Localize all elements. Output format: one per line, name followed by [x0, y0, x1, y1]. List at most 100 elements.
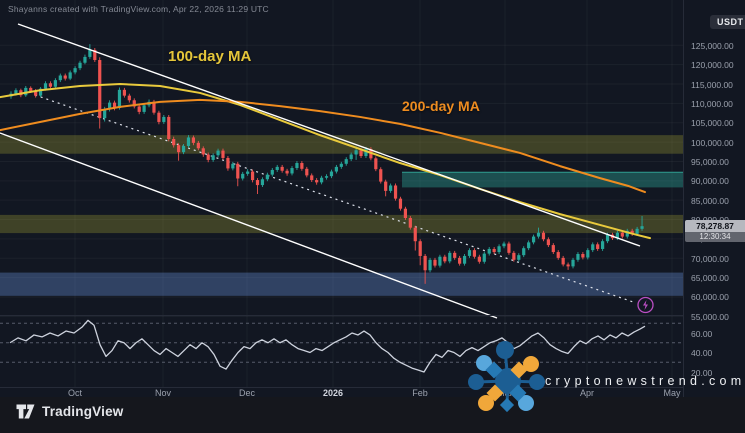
candle-body	[206, 154, 210, 160]
candle-body	[98, 60, 102, 119]
candle-body	[295, 163, 299, 169]
candle-body	[117, 89, 122, 109]
breakdown-dotted-line	[34, 94, 637, 304]
candle-body	[374, 158, 378, 170]
candle-body	[398, 198, 403, 209]
candle-body	[172, 139, 176, 146]
candle-body	[349, 154, 353, 160]
candle-body	[285, 170, 289, 174]
candle-body	[58, 75, 62, 81]
price-chart-canvas[interactable]	[0, 0, 683, 397]
candle-body	[453, 252, 457, 258]
candle-body	[275, 166, 279, 170]
candle-body	[319, 177, 324, 183]
candle-body	[596, 244, 600, 249]
candle-body	[191, 137, 196, 143]
candle-body	[546, 239, 550, 246]
candle-body	[458, 257, 462, 264]
time-axis-label: Dec	[238, 388, 256, 398]
rsi-axis-label: 60.00	[691, 328, 713, 339]
candle-body	[448, 252, 452, 262]
candle-body	[566, 264, 570, 267]
time-axis-label: 2026	[322, 388, 344, 398]
candle-body	[226, 157, 230, 169]
candle-body	[270, 169, 274, 175]
time-axis[interactable]: Oct Nov Dec 2026 Feb Mar Apr May	[0, 387, 683, 398]
channel-lower-line	[0, 132, 498, 319]
candle-body	[403, 208, 407, 218]
event-marker[interactable]	[637, 296, 654, 314]
candle-body	[497, 246, 501, 253]
rsi-axis-label: 20.00	[691, 367, 713, 378]
rsi-axis-label: 40.00	[691, 348, 713, 358]
candle-body	[181, 145, 186, 153]
candle-body	[428, 259, 432, 271]
candle-body	[88, 49, 92, 57]
candle-body	[93, 49, 97, 61]
price-axis-label: 115,000.00	[691, 79, 733, 90]
candle-body	[142, 105, 146, 112]
candle-body	[53, 80, 57, 87]
candle-body	[384, 181, 388, 191]
channel-upper-line	[17, 23, 641, 247]
candle-body	[265, 174, 269, 180]
time-axis-label: Mar	[497, 388, 513, 398]
candle-body	[201, 148, 205, 155]
candle-body	[531, 236, 536, 243]
candle-body	[423, 255, 427, 271]
candle-body	[305, 168, 309, 176]
support-zone-60k-66k	[0, 272, 683, 296]
candle-body	[467, 250, 472, 256]
candle-body	[73, 68, 77, 73]
candle-body	[162, 116, 166, 122]
candle-body	[186, 137, 191, 146]
tradingview-logo[interactable]: TradingView	[16, 404, 123, 419]
candle-body	[413, 227, 417, 242]
candle-body	[408, 217, 412, 228]
attribution-text: Shayanns created with TradingView.com, A…	[8, 4, 269, 14]
candle-body	[359, 150, 363, 157]
time-axis-label: Oct	[67, 388, 83, 398]
footer-bar: TradingView	[0, 397, 745, 433]
tradingview-brand-text: TradingView	[42, 404, 124, 419]
candle-body	[112, 102, 117, 109]
candle-body	[48, 83, 53, 87]
time-axis-label: Apr	[579, 388, 595, 398]
candle-body	[122, 89, 126, 96]
price-axis-label: 105,000.00	[691, 118, 734, 129]
candle-body	[418, 241, 422, 256]
candle-body	[556, 252, 560, 258]
price-axis[interactable]: 78,278.87 12:30:34 125,000.00 120,000.00 1…	[683, 0, 745, 397]
candle-body	[477, 256, 481, 262]
candle-body	[522, 248, 526, 256]
tradingview-logo-icon	[16, 404, 35, 419]
candle-body	[482, 253, 486, 262]
candle-body	[393, 185, 398, 199]
ma100-line	[0, 83, 651, 240]
candle-body	[561, 257, 565, 265]
candle-body	[344, 159, 348, 164]
price-axis-label: 120,000.00	[691, 60, 734, 71]
candle-body	[216, 150, 220, 156]
price-axis-label: 65,000.00	[691, 273, 729, 284]
candle-body	[640, 226, 644, 229]
candle-body	[601, 241, 605, 249]
candle-body	[280, 166, 284, 171]
time-axis-label: Feb	[412, 388, 428, 398]
ma200-line	[0, 98, 646, 194]
candle-body	[630, 230, 634, 234]
candle-body	[132, 100, 136, 107]
candle-body	[339, 163, 343, 167]
candle-body	[310, 175, 314, 181]
price-axis-label: 55,000.00	[691, 311, 729, 322]
resistance-zone-90k	[402, 172, 683, 188]
price-axis-label: 60,000.00	[691, 292, 729, 303]
candle-body	[324, 176, 329, 178]
candle-body	[615, 232, 619, 239]
bolt-icon	[643, 300, 648, 310]
trendlines	[0, 94, 637, 319]
candle-body	[290, 168, 294, 174]
candle-body	[591, 244, 595, 251]
price-axis-label: 100,000.00	[691, 137, 734, 148]
candles	[9, 44, 644, 284]
